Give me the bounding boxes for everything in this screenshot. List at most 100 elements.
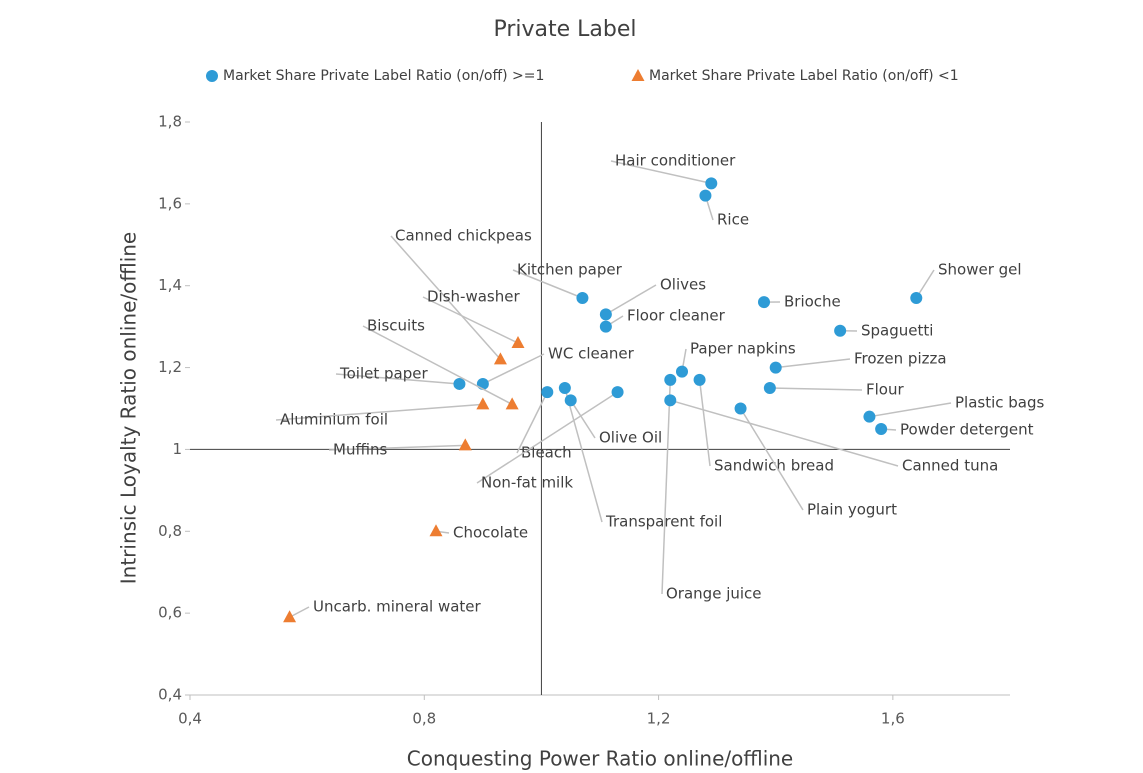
y-axis-title: Intrinsic Loyalty Ratio online/offline — [117, 232, 141, 584]
leader-line — [698, 379, 711, 467]
point — [699, 189, 712, 202]
leader-line — [661, 379, 672, 595]
data-label: Olives — [660, 276, 706, 294]
point — [676, 365, 688, 378]
leader-line — [610, 160, 712, 185]
leader-line — [670, 399, 899, 467]
leader-line — [390, 235, 501, 360]
leader-line — [605, 284, 657, 316]
data-label: Frozen pizza — [854, 350, 947, 368]
data-label: Orange juice — [666, 585, 762, 603]
data-label: Floor cleaner — [627, 307, 726, 325]
legend-marker — [631, 69, 645, 81]
point — [875, 422, 888, 435]
point — [564, 394, 577, 407]
point — [705, 177, 718, 190]
point — [576, 291, 589, 304]
x-tick-label: 0,4 — [178, 710, 202, 728]
data-label: Plain yogurt — [807, 501, 897, 519]
y-tick-label: 1,6 — [158, 194, 182, 212]
point — [493, 352, 507, 365]
data-label: Chocolate — [453, 524, 528, 542]
point — [611, 386, 624, 399]
data-label: Powder detergent — [900, 421, 1034, 439]
data-label: Muffins — [333, 441, 387, 459]
y-tick-label: 0,4 — [158, 686, 182, 704]
data-label: Spaguetti — [861, 322, 933, 340]
point — [283, 610, 297, 623]
leader-line — [362, 325, 513, 406]
data-label: Dish-washer — [427, 288, 520, 306]
y-tick-label: 1,4 — [158, 276, 182, 294]
point — [763, 382, 776, 395]
data-label: Canned chickpeas — [395, 227, 532, 245]
data-label: Toilet paper — [339, 365, 428, 383]
leader-line — [769, 387, 863, 391]
point — [758, 296, 770, 309]
leader-line — [775, 358, 851, 369]
leader-line — [516, 391, 548, 454]
leader-line — [564, 387, 603, 523]
leader-line — [869, 402, 952, 418]
chart-title: Private Label — [493, 17, 636, 42]
leader-line — [512, 269, 583, 299]
point — [599, 320, 612, 333]
leader-line — [422, 296, 519, 344]
leader-line — [335, 373, 460, 385]
data-label: Uncarb. mineral water — [313, 598, 482, 616]
data-label: Flour — [866, 381, 904, 399]
y-tick-label: 0,6 — [158, 604, 182, 622]
legend-label: Market Share Private Label Ratio (on/off… — [223, 68, 544, 84]
data-label: Aluminium foil — [280, 411, 388, 429]
leader-line — [739, 408, 804, 511]
point — [558, 382, 571, 395]
x-tick-label: 1,2 — [647, 710, 671, 728]
data-label: WC cleaner — [548, 345, 635, 363]
x-tick-label: 0,8 — [412, 710, 436, 728]
point — [476, 397, 490, 410]
data-label: Biscuits — [367, 317, 425, 335]
data-label: Transparent foil — [605, 513, 722, 531]
x-tick-label: 1,6 — [881, 710, 905, 728]
data-label: Sandwich bread — [714, 457, 834, 475]
point — [453, 377, 466, 390]
point — [458, 438, 472, 451]
leader-line — [289, 606, 310, 618]
leader-line — [328, 444, 466, 451]
data-label: Kitchen paper — [517, 261, 623, 279]
point — [863, 410, 876, 423]
data-label: Bleach — [521, 444, 572, 462]
point — [505, 397, 519, 410]
point — [734, 402, 747, 415]
y-tick-label: 1 — [172, 440, 182, 458]
leader-line — [476, 391, 618, 484]
leader-line — [482, 353, 545, 385]
point — [910, 291, 923, 304]
x-axis-title: Conquesting Power Ratio online/offline — [407, 747, 793, 771]
data-label: Shower gel — [938, 261, 1022, 279]
point — [693, 373, 706, 386]
data-label: Plastic bags — [955, 394, 1045, 412]
y-tick-label: 0,8 — [158, 522, 182, 540]
point — [541, 386, 554, 399]
leader-line — [570, 399, 596, 439]
data-label: Paper napkins — [690, 340, 796, 358]
point — [769, 361, 782, 374]
leader-line — [275, 403, 483, 421]
data-label: Olive Oil — [599, 429, 662, 447]
point — [429, 524, 443, 537]
point — [599, 308, 612, 321]
y-tick-label: 1,2 — [158, 358, 182, 376]
legend-marker — [206, 70, 218, 82]
data-label: Non-fat milk — [481, 474, 573, 492]
data-label: Hair conditioner — [615, 152, 736, 170]
legend-label: Market Share Private Label Ratio (on/off… — [649, 68, 959, 84]
point — [511, 336, 525, 349]
data-label: Rice — [717, 211, 749, 229]
point — [834, 324, 847, 337]
y-tick-label: 1,8 — [158, 113, 182, 131]
point — [476, 377, 489, 390]
data-label: Canned tuna — [902, 457, 998, 475]
data-label: Brioche — [784, 293, 841, 311]
